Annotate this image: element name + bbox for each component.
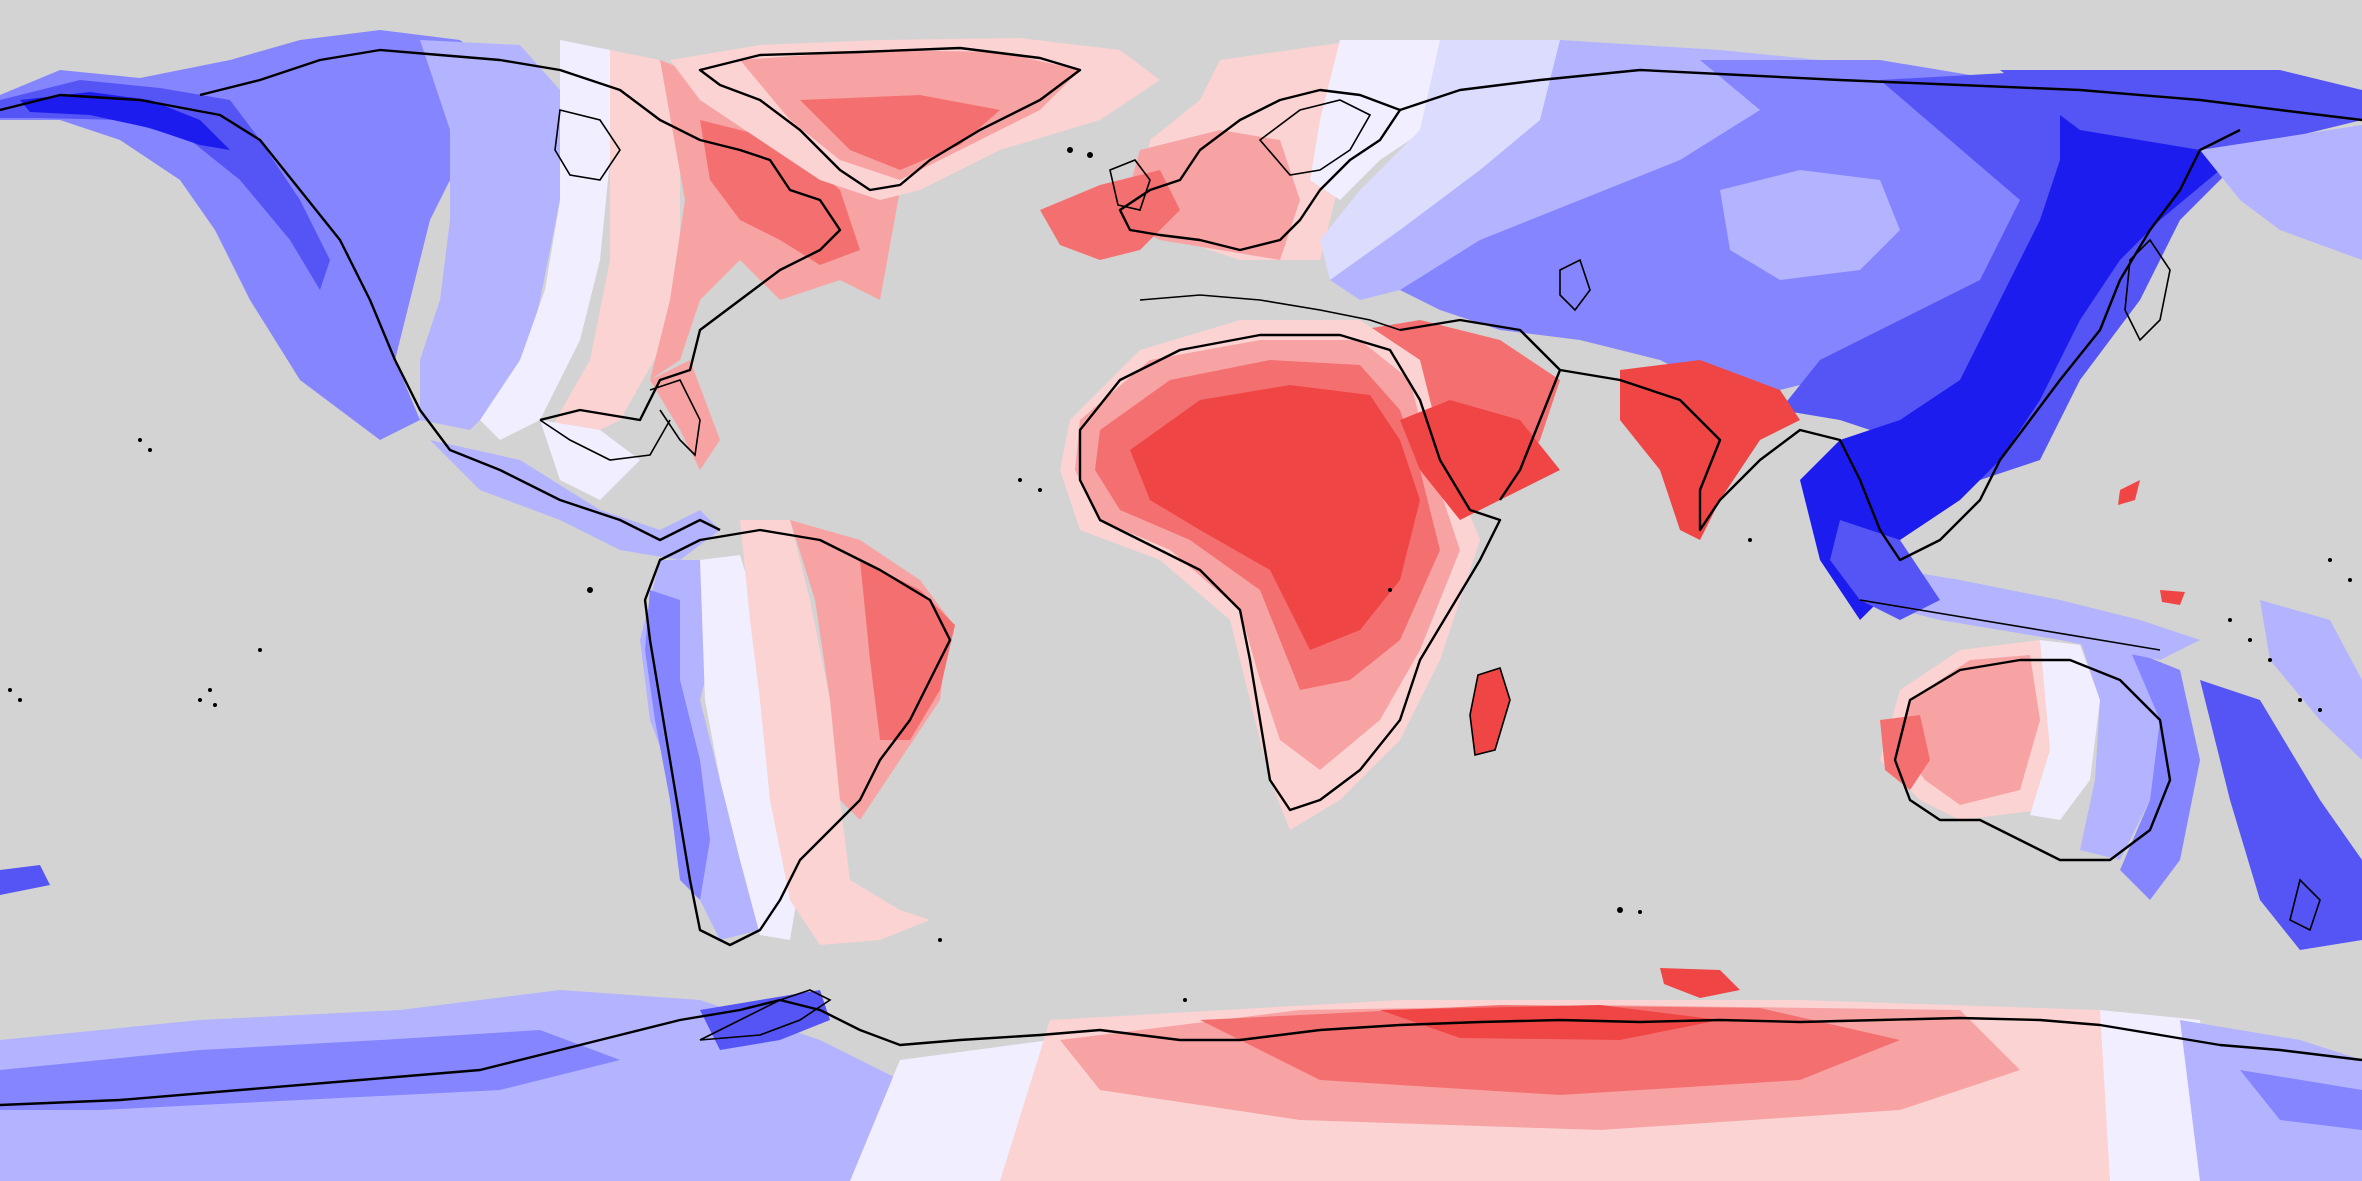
europe-light — [1120, 130, 1300, 260]
coastlines — [0, 46, 2362, 1107]
coastline-africa — [1078, 333, 1502, 812]
eurasia-region — [1040, 40, 2362, 620]
south-pacific-blue-patch — [0, 865, 50, 895]
coastline-north-america — [0, 48, 842, 542]
islet — [2348, 578, 2352, 582]
north-america-blue-light — [420, 40, 560, 430]
south-america-neutral — [700, 555, 800, 940]
asia-blue-light — [1330, 40, 1820, 300]
south-east-asia-blue-strong — [1830, 520, 1940, 620]
islet — [213, 703, 217, 707]
islet — [2228, 618, 2232, 622]
islet — [2328, 558, 2332, 562]
islet — [18, 698, 22, 702]
new-zealand-blue — [2200, 680, 2362, 950]
greenland-medium — [800, 95, 1000, 170]
alaska-core-blue — [20, 92, 230, 150]
greenland-region — [670, 38, 1160, 200]
central-asia-blue-light-band — [1720, 170, 1900, 280]
islet — [198, 698, 202, 702]
islet — [938, 938, 942, 942]
coastline-madagascar — [1469, 666, 1511, 756]
coastline-japan — [2124, 238, 2171, 342]
coastline-antarctic-peninsula — [699, 989, 832, 1041]
coastline-greenland — [698, 46, 1082, 192]
coastline-asia — [1399, 68, 2362, 562]
australia-east-blue-light — [2080, 640, 2160, 860]
islet — [208, 688, 212, 692]
pacific-blue-east — [2260, 600, 2362, 760]
coastline-hudson-bay — [554, 109, 621, 181]
islet — [1617, 907, 1623, 913]
south-america-west-medium — [645, 590, 710, 900]
islet — [148, 448, 152, 452]
africa-strong — [1130, 385, 1420, 650]
islets — [8, 147, 2352, 1002]
asia-blue-pale — [1320, 40, 1600, 280]
sub-antarctic-islands-red — [1660, 968, 1740, 998]
islet — [1388, 588, 1392, 592]
coastline-florida — [649, 379, 701, 457]
islet — [587, 587, 593, 593]
florida-red — [650, 360, 720, 470]
coastline-british-isles — [1109, 159, 1151, 211]
coastline-scandinavia — [1258, 99, 1372, 176]
coastline-gulf — [539, 419, 671, 461]
north-america-west-blue — [0, 30, 500, 440]
australia-light — [1900, 655, 2040, 805]
islet — [2298, 698, 2302, 702]
antarctica-region — [0, 968, 2362, 1181]
pacific-red-islet — [2118, 480, 2140, 505]
india-red — [1620, 360, 1800, 540]
coastline-europe — [1118, 88, 1402, 252]
east-asia-blue-deep — [1800, 100, 2220, 620]
south-america-region — [640, 520, 955, 945]
north-america-neutral — [480, 40, 610, 440]
antarctica-red-strong — [1380, 1005, 1720, 1040]
north-america-east-medium — [700, 120, 860, 265]
islet — [1067, 147, 1073, 153]
islet — [1038, 488, 1042, 492]
islet — [1087, 152, 1093, 158]
coastline-antarctica — [0, 998, 2362, 1107]
islet — [8, 688, 12, 692]
asia-blue-medium — [1400, 60, 2040, 400]
north-america-east-pale — [550, 50, 680, 450]
coastline-caspian — [1559, 258, 1591, 312]
islet — [2268, 658, 2272, 662]
coastline-mediterranean — [1139, 294, 1401, 331]
australia-neutral — [2030, 640, 2100, 820]
pacific-red-islet-2 — [2160, 590, 2185, 605]
siberia-east-light — [2200, 125, 2362, 260]
islet — [1018, 478, 1022, 482]
africa-region — [1060, 320, 1560, 830]
islet — [2248, 638, 2252, 642]
islet — [1638, 910, 1642, 914]
islet — [138, 438, 142, 442]
coastline-indonesia — [1859, 599, 2161, 651]
coastline-australia — [1893, 658, 2172, 862]
islet — [1183, 998, 1187, 1002]
south-america-pale — [740, 520, 930, 945]
coastline-south-america — [643, 528, 952, 947]
antarctica-west-blue-medium — [0, 1030, 620, 1110]
coastline-new-zealand — [2289, 878, 2321, 932]
islet — [258, 648, 262, 652]
australia-medium — [1880, 715, 1930, 790]
islet — [2318, 708, 2322, 712]
arabia-red — [1400, 400, 1560, 520]
islet — [1748, 538, 1752, 542]
antarctica-east-blue-medium — [2240, 1070, 2362, 1130]
gulf-neutral — [540, 420, 640, 500]
